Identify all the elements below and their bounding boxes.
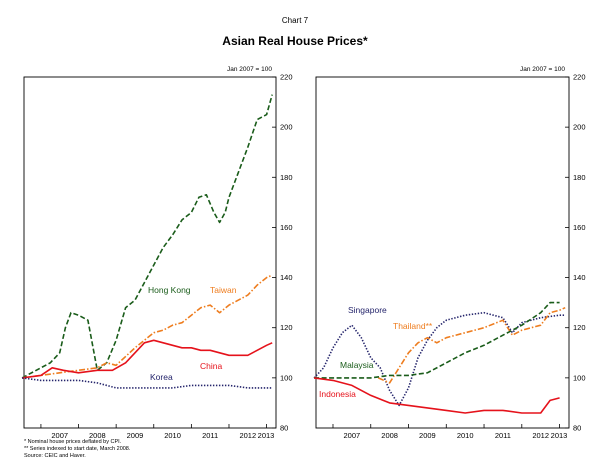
series-line-malaysia xyxy=(314,301,560,379)
series-line-indonesia xyxy=(313,377,560,414)
footnote-3: Source: CEIC and Haver. xyxy=(24,453,86,459)
series-label-thailand: Thailand** xyxy=(393,321,433,331)
plot-frame xyxy=(23,76,277,429)
x-tick-label: 2007 xyxy=(344,431,361,440)
y-tick-label: 80 xyxy=(573,424,581,433)
y-tick-label: 120 xyxy=(573,323,586,332)
series-label-china: China xyxy=(200,361,222,371)
y-tick-label: 200 xyxy=(280,123,293,132)
y-tick-label: 220 xyxy=(573,73,586,82)
y-tick-label: 160 xyxy=(573,223,586,232)
y-tick-label: 160 xyxy=(280,223,293,232)
series-line-taiwan xyxy=(21,274,273,379)
index-label: Jan 2007 = 100 xyxy=(227,66,272,73)
plot-frame xyxy=(315,76,570,429)
x-tick-label: 2010 xyxy=(457,431,474,440)
x-tick-label: 2011 xyxy=(202,431,218,440)
x-tick-label: 2008 xyxy=(381,431,398,440)
x-tick-label: 2013 xyxy=(258,431,275,440)
y-tick-label: 180 xyxy=(280,173,293,182)
x-tick-label: 2007 xyxy=(51,431,68,440)
series-line-korea xyxy=(21,377,273,389)
y-tick-label: 80 xyxy=(280,424,288,433)
y-tick-label: 220 xyxy=(280,73,293,82)
series-label-indonesia: Indonesia xyxy=(319,389,356,399)
left-panel: Jan 2007 = 100 80 100 120 140 160 180 200 220 200… xyxy=(21,66,293,440)
series-line-hong-kong xyxy=(21,94,273,379)
chart-number: Chart 7 xyxy=(282,16,309,25)
series-label-singapore: Singapore xyxy=(348,305,387,315)
y-tick-label: 200 xyxy=(573,123,586,132)
x-tick-label: 2011 xyxy=(495,431,511,440)
x-tick-label: 2010 xyxy=(164,431,181,440)
x-tick-label: 2009 xyxy=(127,431,144,440)
series-label-hong-kong: Hong Kong xyxy=(148,285,191,295)
series-label-korea: Korea xyxy=(150,372,173,382)
series-line-china xyxy=(21,339,273,379)
footnote-1: * Nominal house prices deflated by CPI. xyxy=(24,439,122,445)
x-tick-label: 2008 xyxy=(89,431,106,440)
x-tick-label: 2009 xyxy=(419,431,436,440)
footnote-2: ** Series indexed to start date, March 2… xyxy=(24,446,131,452)
y-tick-label: 180 xyxy=(573,173,586,182)
y-tick-label: 140 xyxy=(573,273,586,282)
x-tick-label: 2012 xyxy=(239,431,256,440)
chart-title: Asian Real House Prices* xyxy=(222,34,368,48)
series-label-malaysia: Malaysia xyxy=(340,360,374,370)
series-label-taiwan: Taiwan xyxy=(210,285,237,295)
y-tick-label: 140 xyxy=(280,273,293,282)
index-label: Jan 2007 = 100 xyxy=(520,66,565,73)
x-tick-label: 2013 xyxy=(551,431,568,440)
y-tick-label: 100 xyxy=(280,373,293,382)
y-tick-label: 120 xyxy=(280,323,293,332)
footnotes: * Nominal house prices deflated by CPI. … xyxy=(24,439,131,459)
y-tick-label: 100 xyxy=(573,373,586,382)
x-tick-label: 2012 xyxy=(532,431,549,440)
right-panel: Jan 2007 = 100 80 100 120 140 160 180 200 220 200… xyxy=(313,66,586,440)
